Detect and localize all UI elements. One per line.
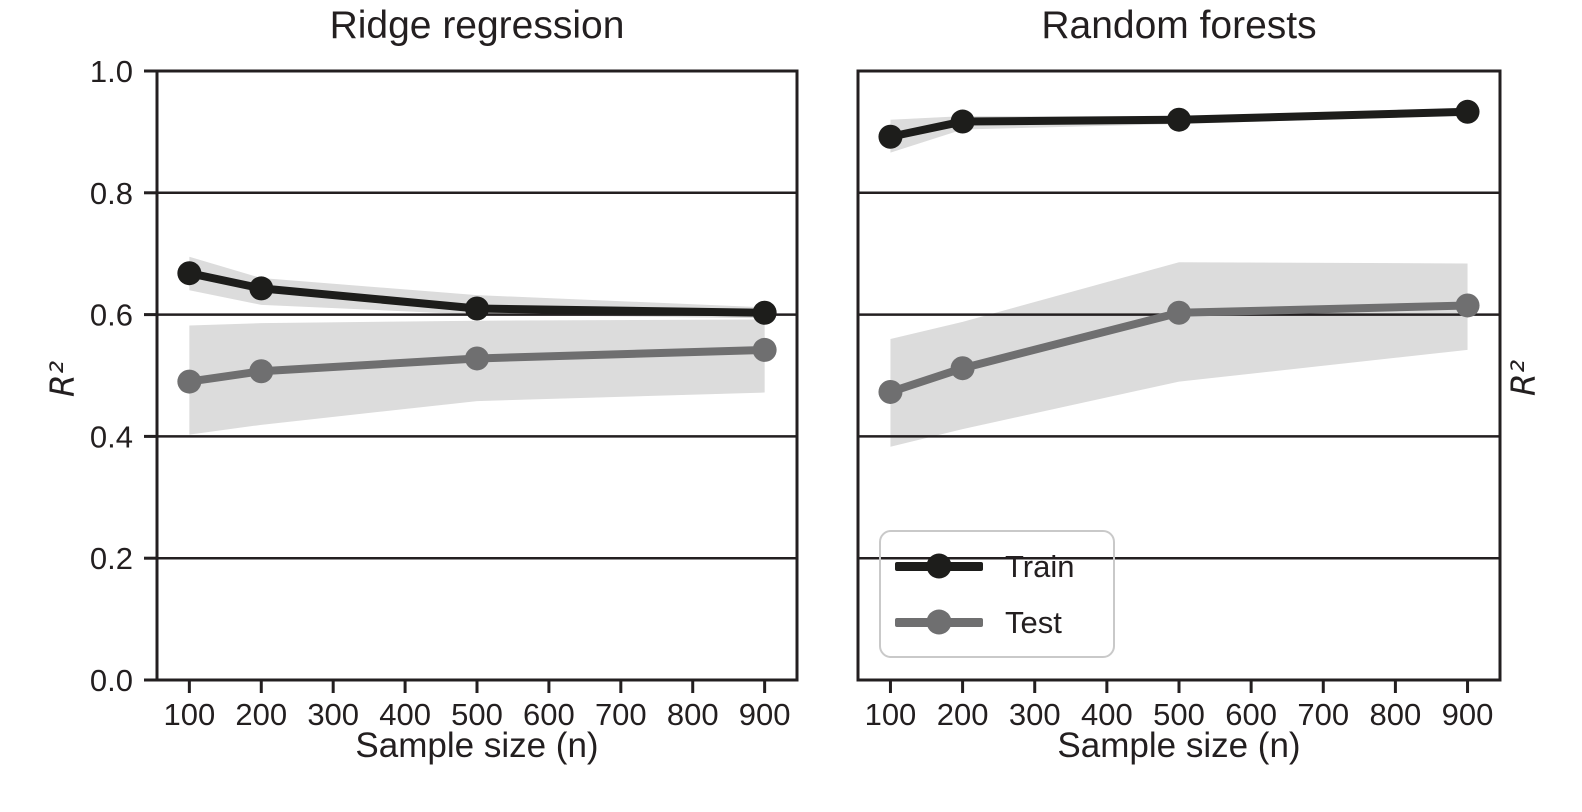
test-line <box>185 345 769 386</box>
x-tick-label: 300 <box>307 697 359 732</box>
legend: Train Test <box>879 530 1115 658</box>
train-point-n500 <box>1167 107 1191 132</box>
x-tick-label: 700 <box>1297 697 1349 732</box>
y-tick-label: 0.4 <box>90 419 133 454</box>
x-tick-label: 400 <box>379 697 431 732</box>
legend-label-test: Test <box>1005 604 1062 640</box>
test-point-n900 <box>1455 293 1480 318</box>
x-tick-label: 600 <box>523 697 575 732</box>
train-point-n900 <box>752 300 777 325</box>
test-point-n100 <box>177 369 202 394</box>
x-axis-label-right-plot: Sample size (n) <box>1057 726 1301 765</box>
y-axis-label-left: R² <box>42 360 82 398</box>
train-point-n200 <box>249 276 274 301</box>
x-tick-label: 900 <box>739 697 791 732</box>
test-line <box>886 301 1472 396</box>
train-line <box>886 107 1472 141</box>
x-tick-label: 100 <box>865 697 917 732</box>
confidence-band-test <box>189 319 765 435</box>
test-point-n200 <box>950 356 975 381</box>
confidence-band-test <box>890 262 1468 447</box>
test-point-n900 <box>752 337 777 362</box>
legend-marker-train-icon <box>926 553 952 579</box>
x-tick-label: 200 <box>937 697 989 732</box>
plot-area-ridge-regression: 100 200 300 400 500 600 700 800 900 0.0 0.2 0.4 0.6 0… <box>90 54 799 732</box>
test-point-n200 <box>249 359 274 384</box>
train-point-n200 <box>950 109 975 134</box>
train-line <box>185 269 769 317</box>
y-tick-label: 0.6 <box>90 298 133 333</box>
x-tick-label: 200 <box>235 697 287 732</box>
test-point-n500 <box>1167 300 1191 325</box>
x-tick-label: 300 <box>1009 697 1061 732</box>
x-tick-label: 600 <box>1225 697 1277 732</box>
legend-label-train: Train <box>1005 548 1075 584</box>
x-tick-label: 400 <box>1081 697 1133 732</box>
x-tick-label: 500 <box>451 697 503 732</box>
x-tick-label: 800 <box>1370 697 1422 732</box>
plot-title-random-forests: Random forests <box>1041 4 1317 47</box>
train-point-n100 <box>177 261 202 286</box>
train-point-n100 <box>878 124 903 149</box>
y-axis-label-right: R² <box>1503 359 1543 397</box>
legend-line-train <box>895 553 983 579</box>
y-tick-label: 1.0 <box>90 54 133 89</box>
y-tick-label: 0.8 <box>90 176 133 211</box>
legend-marker-test-icon <box>926 609 952 635</box>
legend-item-test: Test <box>895 607 1113 638</box>
y-tick-label: 0.2 <box>90 541 133 576</box>
x-tick-label: 900 <box>1442 697 1494 732</box>
test-point-n100 <box>878 379 903 404</box>
test-point-n500 <box>465 346 489 371</box>
confidence-band-train <box>189 256 765 319</box>
x-tick-label: 100 <box>163 697 215 732</box>
legend-line-test <box>895 609 983 635</box>
x-tick-label: 500 <box>1153 697 1205 732</box>
train-point-n900 <box>1455 99 1480 124</box>
plot-area-random-forests: 100 200 300 400 500 600 700 800 900 <box>856 69 1502 732</box>
y-tick-label: 0.0 <box>90 663 133 698</box>
legend-item-train: Train <box>895 551 1113 582</box>
plot-title-ridge-regression: Ridge regression <box>329 4 625 47</box>
x-tick-label: 700 <box>595 697 647 732</box>
x-axis-label-left-plot: Sample size (n) <box>355 726 599 765</box>
train-point-n500 <box>465 296 489 321</box>
x-tick-label: 800 <box>667 697 719 732</box>
